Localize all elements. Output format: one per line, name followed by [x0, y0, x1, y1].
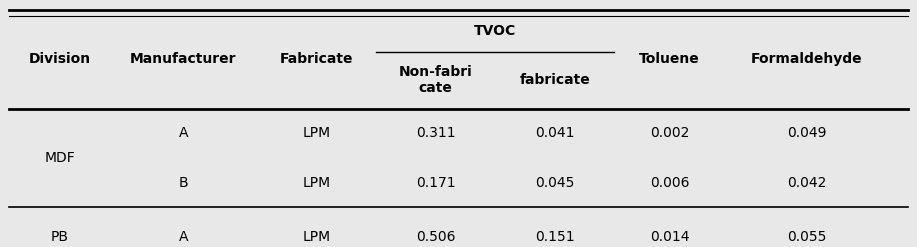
Text: 0.045: 0.045 — [536, 176, 574, 190]
Text: TVOC: TVOC — [474, 24, 516, 38]
Text: LPM: LPM — [303, 230, 330, 244]
Text: 0.311: 0.311 — [415, 126, 456, 140]
Text: PB: PB — [50, 230, 69, 244]
Text: A: A — [179, 230, 188, 244]
Text: Manufacturer: Manufacturer — [130, 52, 237, 66]
Text: LPM: LPM — [303, 176, 330, 190]
Text: LPM: LPM — [303, 126, 330, 140]
Text: 0.006: 0.006 — [649, 176, 690, 190]
Text: 0.049: 0.049 — [787, 126, 827, 140]
Text: A: A — [179, 126, 188, 140]
Text: 0.002: 0.002 — [650, 126, 689, 140]
Text: Formaldehyde: Formaldehyde — [751, 52, 863, 66]
Text: 0.055: 0.055 — [788, 230, 826, 244]
Text: 0.506: 0.506 — [415, 230, 456, 244]
Text: 0.171: 0.171 — [415, 176, 456, 190]
Text: B: B — [179, 176, 188, 190]
Text: Division: Division — [28, 52, 91, 66]
Text: Fabricate: Fabricate — [280, 52, 353, 66]
Text: 0.042: 0.042 — [788, 176, 826, 190]
Text: 0.014: 0.014 — [649, 230, 690, 244]
Text: MDF: MDF — [44, 151, 75, 165]
Text: 0.041: 0.041 — [535, 126, 575, 140]
Text: Toluene: Toluene — [639, 52, 700, 66]
Text: fabricate: fabricate — [519, 73, 591, 87]
Text: Non-fabri
cate: Non-fabri cate — [399, 65, 472, 95]
Text: 0.151: 0.151 — [535, 230, 575, 244]
